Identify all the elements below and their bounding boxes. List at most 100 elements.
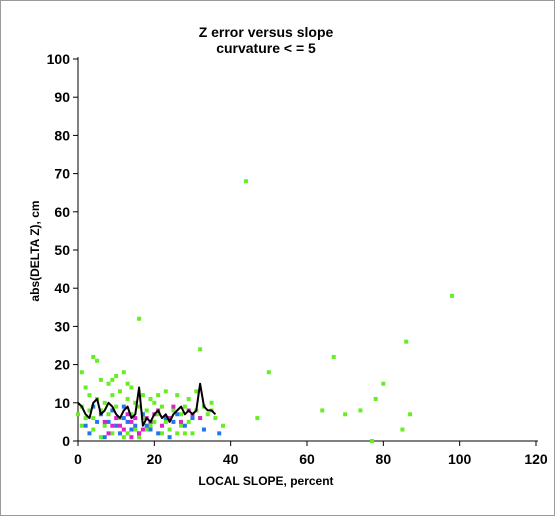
green-point — [175, 431, 180, 436]
blue-point — [83, 423, 88, 428]
green-point — [404, 339, 409, 344]
blue-point — [148, 427, 153, 432]
y-tick-label: 20 — [54, 357, 70, 373]
green-point — [148, 423, 153, 428]
blue-point — [156, 431, 161, 436]
green-point — [137, 316, 142, 321]
chart-title-line-2: curvature < = 5 — [216, 40, 316, 56]
magenta-point — [121, 427, 126, 432]
green-point — [152, 419, 157, 424]
green-point — [167, 427, 172, 432]
x-tick-label: 60 — [299, 451, 315, 467]
green-point — [137, 435, 142, 440]
blue-point — [201, 427, 206, 432]
magenta-point — [114, 416, 119, 421]
x-tick-label: 40 — [223, 451, 239, 467]
green-point — [87, 408, 92, 413]
x-tick-label: 120 — [524, 451, 548, 467]
green-point — [205, 412, 210, 417]
green-point — [102, 400, 107, 405]
magenta-point — [171, 404, 176, 409]
y-tick-label: 10 — [54, 395, 70, 411]
green-point — [144, 408, 149, 413]
blue-point — [182, 423, 187, 428]
blue-point — [106, 419, 111, 424]
green-point — [182, 404, 187, 409]
magenta-point — [110, 423, 115, 428]
x-tick-label: 80 — [376, 451, 392, 467]
magenta-point — [102, 419, 107, 424]
green-point — [343, 412, 348, 417]
green-point — [243, 179, 248, 184]
green-point — [106, 381, 111, 386]
chart-title-line-1: Z error versus slope — [199, 24, 334, 40]
blue-point — [217, 431, 222, 436]
y-axis-title: abs(DELTA Z), cm — [28, 200, 42, 301]
x-tick-label: 0 — [74, 451, 82, 467]
green-point — [110, 393, 115, 398]
green-point — [163, 419, 168, 424]
green-point — [373, 396, 378, 401]
y-tick-label: 70 — [54, 166, 70, 182]
green-point — [209, 400, 214, 405]
y-tick-label: 100 — [47, 51, 71, 67]
green-point — [171, 408, 176, 413]
green-point — [266, 370, 271, 375]
magenta-point — [133, 416, 138, 421]
green-point — [125, 396, 130, 401]
green-point — [83, 416, 88, 421]
green-point — [179, 423, 184, 428]
green-point — [369, 439, 374, 443]
green-point — [400, 427, 405, 432]
blue-point — [114, 423, 119, 428]
green-point — [98, 435, 103, 440]
green-point — [110, 431, 115, 436]
green-point — [221, 423, 226, 428]
green-point — [83, 385, 88, 390]
green-point — [175, 393, 180, 398]
green-point — [255, 416, 260, 421]
green-point — [117, 389, 122, 394]
y-tick-label: 30 — [54, 318, 70, 334]
green-point — [125, 431, 130, 436]
y-tick-label: 50 — [54, 242, 70, 258]
green-point — [190, 431, 195, 436]
green-point — [194, 389, 199, 394]
green-point — [91, 354, 96, 359]
green-point — [79, 370, 84, 375]
blue-point — [117, 431, 122, 436]
green-point — [331, 354, 336, 359]
x-tick-label: 100 — [448, 451, 472, 467]
green-point — [320, 408, 325, 413]
blue-point — [87, 431, 92, 436]
magenta-point — [198, 416, 203, 421]
green-point — [114, 374, 119, 379]
green-point — [186, 396, 191, 401]
magenta-point — [125, 412, 130, 417]
green-point — [133, 427, 138, 432]
green-point — [95, 358, 100, 363]
green-point — [156, 412, 161, 417]
green-point — [87, 393, 92, 398]
green-point — [98, 377, 103, 382]
green-point — [106, 412, 111, 417]
green-point — [152, 400, 157, 405]
green-point — [137, 404, 142, 409]
green-point — [179, 412, 184, 417]
x-tick-label: 20 — [147, 451, 163, 467]
green-point — [198, 347, 203, 352]
magenta-point — [159, 423, 164, 428]
green-point — [381, 381, 386, 386]
green-point — [79, 423, 84, 428]
blue-point — [125, 419, 130, 424]
blue-point — [171, 419, 176, 424]
green-point — [450, 293, 455, 298]
green-point — [144, 427, 149, 432]
green-point — [102, 423, 107, 428]
green-point — [213, 416, 218, 421]
blue-point — [140, 412, 145, 417]
magenta-point — [167, 416, 172, 421]
green-point — [140, 393, 145, 398]
green-point — [408, 412, 413, 417]
